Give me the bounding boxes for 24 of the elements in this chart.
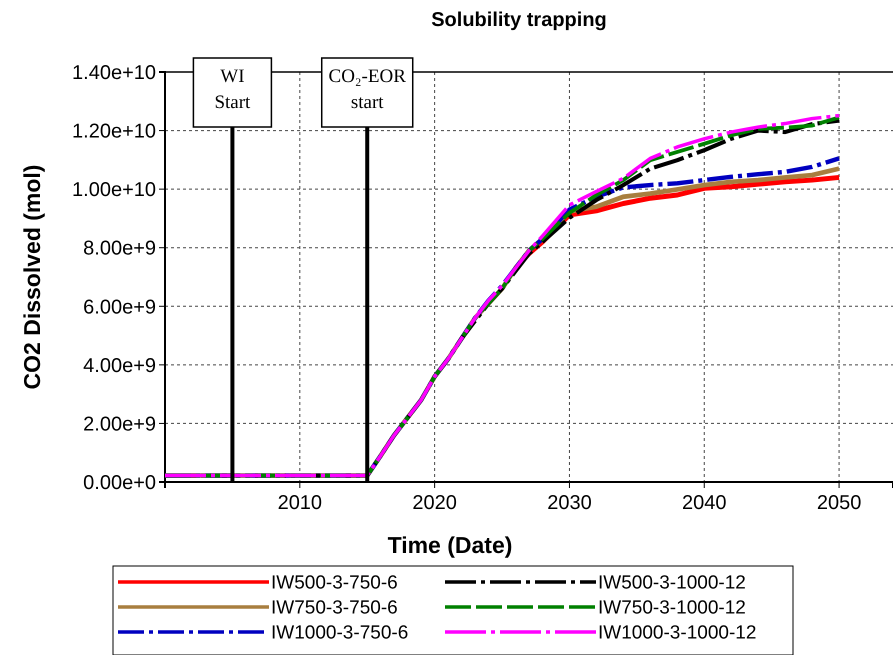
- legend-label: IW750-3-750-6: [271, 598, 398, 619]
- y-axis-title: CO2 Dissolved (mol): [19, 164, 45, 390]
- chart-title: Solubility trapping: [431, 9, 607, 31]
- x-tick-label: 2010: [278, 492, 322, 514]
- y-tick-label: 4.00e+9: [83, 354, 156, 377]
- y-tick-label: 1.00e+10: [72, 179, 156, 202]
- x-tick-label: 2050: [816, 492, 862, 514]
- y-tick-label: 0.00e+0: [83, 472, 156, 494]
- y-tick-label: 1.40e+10: [72, 62, 156, 84]
- ref-line-label: WI Start: [214, 66, 252, 113]
- x-tick-label: 2030: [547, 492, 592, 514]
- x-tick-label: 2040: [682, 492, 727, 514]
- y-tick-label: 1.20e+10: [72, 120, 156, 143]
- y-tick-label: 2.00e+9: [83, 413, 156, 436]
- x-tick-label: 2020: [412, 492, 457, 514]
- legend-label: IW750-3-1000-12: [598, 598, 746, 619]
- ref-line-label: CO₂-EOR start: [328, 66, 406, 113]
- legend-label: IW500-3-750-6: [271, 572, 398, 594]
- y-tick-label: 6.00e+9: [83, 296, 156, 318]
- y-tick-label: 8.00e+9: [83, 238, 156, 260]
- x-axis-title: Time (Date): [388, 532, 512, 558]
- legend-label: IW1000-3-1000-12: [598, 622, 756, 644]
- legend-label: IW1000-3-750-6: [271, 622, 408, 644]
- legend-label: IW500-3-1000-12: [598, 572, 746, 594]
